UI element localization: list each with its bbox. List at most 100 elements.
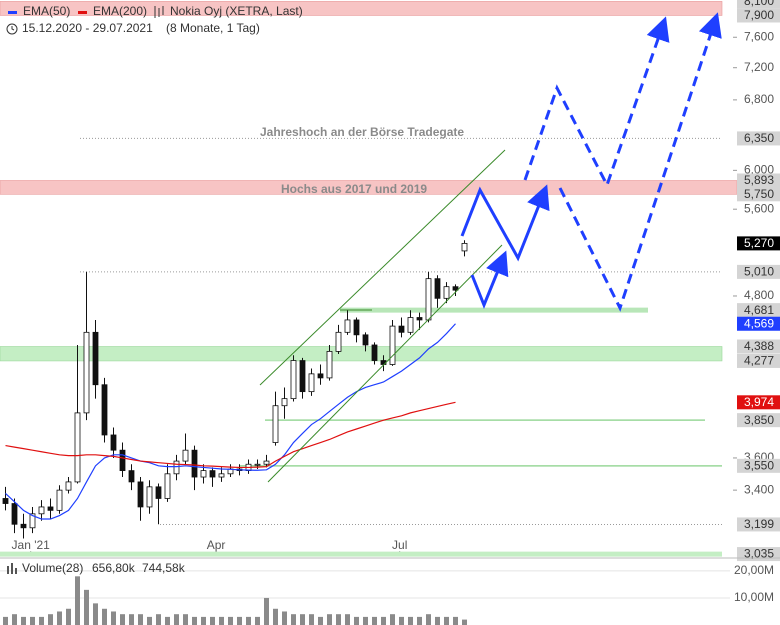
candle-body	[47, 506, 54, 511]
y-tick-label: 3,400	[744, 482, 774, 496]
volume-bar	[228, 616, 233, 625]
volume-bar	[426, 614, 431, 625]
level-label-box	[737, 303, 780, 318]
candle-body	[56, 489, 63, 511]
legend-swatch	[8, 11, 17, 14]
chart-subtitle: 15.12.2020 - 29.07.2021	[22, 21, 153, 35]
level-label: 3,974	[744, 395, 774, 409]
candle-body	[398, 325, 405, 333]
volume-bar	[57, 611, 62, 625]
channel-lower	[267, 244, 503, 483]
candle-body	[20, 523, 27, 529]
candle-body	[182, 449, 189, 462]
level-label-box	[737, 413, 780, 428]
y-tick-label: 5,600	[744, 201, 774, 215]
level-band	[0, 1, 723, 16]
annotation: Hochs aus 2017 und 2019	[281, 182, 427, 196]
volume-bar	[309, 614, 314, 625]
candle-body	[416, 317, 423, 321]
candle-body	[209, 470, 216, 478]
volume-bar	[156, 614, 161, 625]
volume-legend-value: 656,80k	[92, 561, 136, 575]
candle-body	[317, 373, 324, 379]
level-label: 3,035	[744, 547, 774, 561]
candle-body	[308, 373, 315, 393]
volume-bar	[399, 616, 404, 625]
volume-bar	[174, 614, 179, 625]
candle-body	[146, 486, 153, 508]
level-label: 7,900	[744, 8, 774, 22]
level-label: 6,350	[744, 131, 774, 145]
candle-body	[389, 325, 396, 365]
x-tick-label: Jan '21	[12, 538, 51, 552]
projection-dashed-lower	[558, 12, 722, 312]
volume-bar	[354, 616, 359, 625]
candle-body	[173, 460, 180, 475]
candle-body	[425, 278, 432, 321]
volume-bar	[372, 616, 377, 625]
volume-bar	[381, 616, 386, 625]
candle-body	[65, 481, 72, 491]
candle-body	[434, 278, 441, 299]
candle-body	[290, 360, 297, 400]
level-label: 3,199	[744, 517, 774, 531]
candle-body	[128, 470, 135, 483]
candle-body	[2, 498, 9, 504]
level-label: 4,681	[744, 303, 774, 317]
candle-body	[92, 331, 99, 386]
level-label-box	[737, 316, 780, 331]
level-label-box	[737, 353, 780, 368]
level-label-box	[737, 187, 780, 202]
level-label-box	[737, 264, 780, 279]
volume-bar	[246, 616, 251, 625]
volume-bar	[453, 616, 458, 625]
volume-title: Volume(28)	[22, 561, 83, 575]
candle-body	[362, 334, 369, 346]
candle-body	[155, 486, 162, 499]
candle-body	[263, 460, 270, 465]
candle-body	[119, 449, 126, 472]
chart-period: (8 Monate, 1 Tag)	[166, 21, 260, 35]
projection-solid-upper	[460, 184, 550, 262]
candle-body	[38, 506, 45, 515]
level-label-box	[737, 395, 780, 410]
volume-tick-label: 10,00M	[734, 590, 774, 604]
candle-body	[272, 405, 279, 443]
annotation: Jahreshoch an der Börse Tradegate	[260, 125, 464, 139]
trend-channel	[259, 149, 506, 483]
x-tick-label: Apr	[207, 538, 226, 552]
candle-body	[218, 473, 225, 478]
level-label-box	[737, 458, 780, 473]
level-label: 5,750	[744, 187, 774, 201]
volume-bar	[210, 616, 215, 625]
y-tick-label: 6,800	[744, 92, 774, 106]
volume-bar	[12, 614, 17, 625]
level-label-box	[737, 173, 780, 188]
y-tick-label: 6,000	[744, 163, 774, 177]
level-label-box	[737, 517, 780, 532]
volume-bar	[390, 614, 395, 625]
volume-bar	[183, 614, 188, 625]
candle-body	[407, 317, 414, 333]
candle-body	[164, 473, 171, 499]
level-label: 5,893	[744, 173, 774, 187]
volume-bar	[129, 614, 134, 625]
level-label-box	[737, 8, 780, 23]
candle-body	[200, 470, 207, 478]
ema-line	[5, 401, 456, 469]
candle-icon	[154, 6, 164, 18]
volume-bar	[30, 616, 35, 625]
volume-bar	[462, 619, 467, 625]
volume-bar	[21, 616, 26, 625]
x-tick-label: Jul	[392, 538, 407, 552]
channel-upper	[259, 149, 506, 386]
volume-bar	[300, 614, 305, 625]
candle-body	[191, 449, 198, 478]
volume-bar	[147, 616, 152, 625]
volume-tick-label: 20,00M	[734, 563, 774, 577]
clock-icon	[6, 23, 18, 35]
level-label-box	[737, 131, 780, 146]
candle-body	[110, 434, 117, 451]
volume-bar	[318, 616, 323, 625]
